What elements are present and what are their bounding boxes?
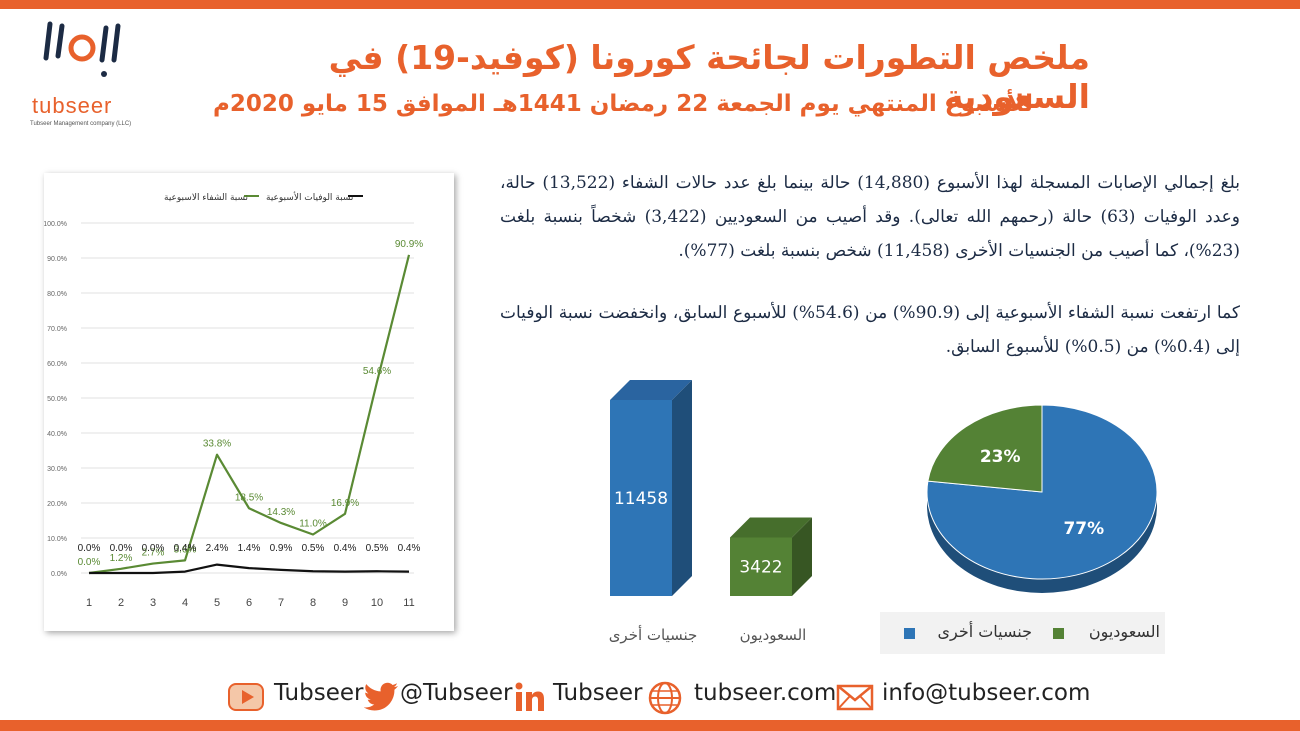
death-data-label: 0.4%	[174, 543, 197, 554]
x-tick-label: 10	[371, 597, 383, 609]
bar-side-face	[792, 517, 812, 596]
death-data-label: 1.4%	[238, 543, 261, 554]
youtube-handle[interactable]: Tubseer	[274, 680, 364, 706]
pie-slice-label: 77%	[1063, 519, 1104, 539]
x-tick-label: 2	[118, 597, 124, 609]
recovery-data-label: 16.9%	[331, 498, 359, 509]
legend-death-label: نسبة الوفيات الأسبوعية	[266, 191, 353, 203]
pie-slice-saudi	[927, 404, 1043, 493]
weekly-rates-line-chart: 0.0% 10.0% 20.0% 30.0% 40.0% 50.0% 60.0% 70.0% 8…	[44, 173, 454, 631]
bar-category-label: السعوديون	[740, 626, 807, 644]
death-data-label: 0.4%	[334, 543, 357, 554]
bar-other	[610, 380, 692, 596]
top-accent-bar	[0, 0, 1300, 9]
linkedin-handle[interactable]: Tubseer	[553, 680, 643, 706]
youtube-icon[interactable]	[228, 681, 266, 713]
x-tick-label: 4	[182, 597, 188, 609]
recovery-data-label: 11.0%	[299, 519, 327, 530]
x-tick-label: 9	[342, 597, 348, 609]
contact-footer: Tubseer @Tubseer Tubseer tubseer.com inf…	[0, 676, 1300, 716]
x-tick-label: 5	[214, 597, 220, 609]
legend-recovery-label: نسبة الشفاء الاسبوعية	[164, 193, 248, 203]
bar-top-face	[610, 380, 692, 400]
email-link[interactable]: info@tubseer.com	[882, 680, 1091, 706]
recovery-data-label: 18.5%	[235, 492, 263, 503]
logo-tagline: Tubseer Management company (LLC)	[30, 121, 132, 127]
recovery-data-label: 33.8%	[203, 439, 231, 450]
y-tick-label: 10.0%	[47, 536, 67, 543]
death-rate-line	[89, 563, 410, 575]
death-data-label: 0.4%	[398, 543, 421, 554]
twitter-icon[interactable]	[364, 681, 400, 713]
recovery-rate-line	[88, 254, 411, 575]
x-tick-label: 1	[86, 597, 92, 609]
bar-category-label: جنسيات أخرى	[609, 625, 698, 644]
y-tick-label: 90.0%	[47, 256, 67, 263]
y-tick-label: 30.0%	[47, 466, 67, 473]
recovery-data-label: 2.7%	[142, 548, 165, 559]
legend-label-saudi: السعوديون	[1088, 622, 1160, 641]
death-data-label: 0.0%	[110, 543, 133, 554]
bar-top-face	[730, 517, 812, 538]
nationality-pie-chart: 77% 23%	[880, 380, 1170, 656]
recovery-data-label: 90.9%	[395, 239, 423, 250]
pie-legend: جنسيات أخرى السعوديون	[880, 612, 1165, 654]
summary-paragraph-1: بلغ إجمالي الإصابات المسجلة لهذا الأسبوع…	[500, 173, 1240, 261]
recovery-data-label: 0.0%	[78, 557, 101, 568]
nationality-bar-chart: 11458 جنسيات أخرى 3422 السعوديون	[565, 370, 845, 660]
y-tick-label: 60.0%	[47, 361, 67, 368]
y-tick-label: 20.0%	[47, 501, 67, 508]
y-tick-label: 100.0%	[44, 221, 67, 228]
bar-saudi	[730, 517, 812, 596]
pie-slice-label: 23%	[980, 447, 1021, 467]
globe-icon[interactable]	[646, 681, 684, 715]
y-tick-label: 70.0%	[47, 326, 67, 333]
linkedin-icon[interactable]	[514, 681, 548, 713]
bottom-accent-bar	[0, 720, 1300, 731]
summary-paragraph-2: كما ارتفعت نسبة الشفاء الأسبوعية إلى (90…	[500, 303, 1240, 357]
x-tick-label: 8	[310, 597, 316, 609]
logo-name: tubseer	[32, 93, 113, 118]
x-tick-label: 6	[246, 597, 252, 609]
legend-swatch-saudi	[1053, 628, 1064, 639]
bar-value-label: 3422	[739, 558, 782, 578]
website-link[interactable]: tubseer.com	[694, 680, 837, 706]
bar-value-label: 11458	[614, 489, 668, 509]
death-data-label: 0.5%	[366, 543, 389, 554]
bar-front-face	[610, 400, 672, 596]
y-tick-label: 40.0%	[47, 431, 67, 438]
logo-mark-icon	[43, 21, 121, 77]
legend-label-other: جنسيات أخرى	[937, 622, 1032, 641]
recovery-data-label: 1.2%	[110, 553, 133, 564]
twitter-handle[interactable]: @Tubseer	[400, 680, 513, 706]
death-data-label: 0.0%	[142, 543, 165, 554]
x-tick-label: 7	[278, 597, 284, 609]
y-tick-label: 0.0%	[51, 571, 67, 578]
legend-swatch-other	[904, 628, 915, 639]
recovery-data-label: 3.6%	[174, 544, 197, 555]
y-tick-label: 80.0%	[47, 291, 67, 298]
x-tick-label: 11	[403, 597, 414, 609]
tubseer-logo	[22, 16, 142, 141]
recovery-data-label: 54.6%	[363, 366, 391, 377]
page-title: ملخص التطورات لجائحة كورونا (كوفيد-19) ف…	[328, 38, 1090, 116]
death-data-label: 0.0%	[78, 543, 101, 554]
y-tick-label: 50.0%	[47, 396, 67, 403]
recovery-data-label: 14.3%	[267, 507, 295, 518]
death-data-label: 0.9%	[270, 543, 293, 554]
mail-icon[interactable]	[836, 681, 874, 713]
death-data-label: 0.5%	[302, 543, 325, 554]
x-tick-label: 3	[150, 597, 156, 609]
bar-side-face	[672, 380, 692, 596]
death-data-label: 2.4%	[206, 543, 229, 554]
bar-front-face	[730, 537, 792, 596]
page-subtitle: للأسبوع المنتهي يوم الجمعة 22 رمضان 1441…	[213, 91, 1033, 117]
